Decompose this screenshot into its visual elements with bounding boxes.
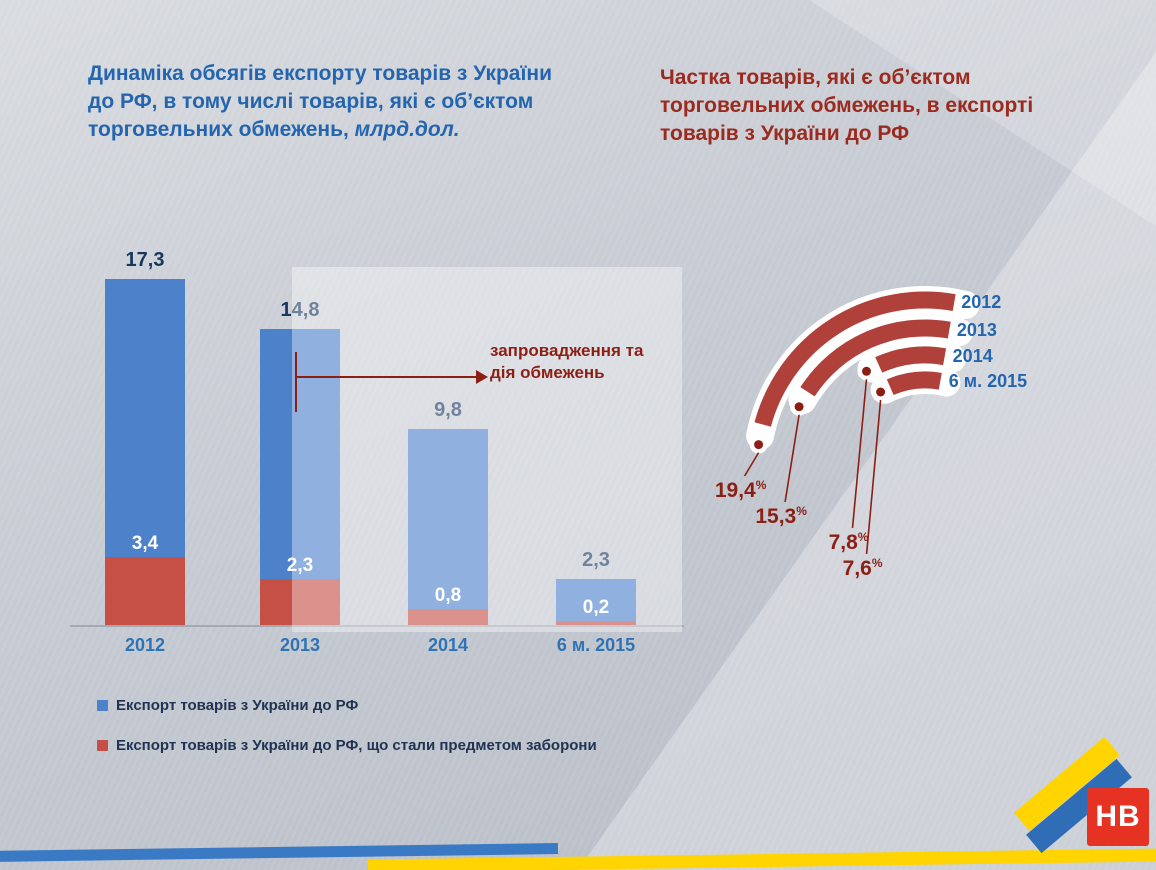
arc-segment-6 м. 2015 <box>886 371 942 396</box>
leader-line-2012 <box>743 452 760 477</box>
legend-item-exports: Експорт товарів з України до РФ <box>97 697 597 714</box>
percent-label-2014: 7,8% <box>794 530 904 555</box>
axis-label-2014: 2014 <box>427 635 469 655</box>
nv-logo: НВ <box>1087 788 1149 846</box>
legend-label-exports: Експорт товарів з України до РФ <box>116 697 359 714</box>
leader-line-2013 <box>784 414 800 503</box>
percent-label-2013: 15,3% <box>726 504 836 529</box>
arc-dot-6 м. 2015 <box>876 387 886 397</box>
legend: Експорт товарів з України до РФ Експорт … <box>97 697 597 777</box>
percent-label-2012: 19,4% <box>686 478 796 503</box>
value-label-total-2013: 14,8 <box>280 299 320 321</box>
bar-chart: запровадження та дія обмежень 17,3 3,4 201… <box>70 240 686 660</box>
percent-value: 19,4 <box>714 479 756 502</box>
legend-swatch-red <box>97 740 108 751</box>
bar-total-2013 <box>260 329 340 625</box>
leader-line-2014 <box>851 379 868 529</box>
value-label-total-6 м. 2015: 2,3 <box>582 549 610 571</box>
axis-label-2013: 2013 <box>279 635 321 655</box>
arc-chart-svg <box>743 286 980 555</box>
value-label-banned-2014: 0,8 <box>434 585 462 606</box>
left-chart-title: Динаміка обсягів експорту товарів з Укра… <box>88 60 566 144</box>
percent-sign: % <box>871 556 883 570</box>
legend-swatch-blue <box>97 700 108 711</box>
arc-dot-2013 <box>794 402 804 412</box>
restriction-period-highlight <box>292 267 682 632</box>
arc-year-label-2013: 2013 <box>956 319 997 340</box>
bar-banned-2012 <box>105 557 185 625</box>
right-chart-title: Частка товарів, які є об’єктом торговель… <box>660 66 1034 145</box>
axis-label-6 м. 2015: 6 м. 2015 <box>556 635 636 655</box>
percent-sign: % <box>755 478 767 492</box>
annotation-arrow-head-icon <box>476 370 488 384</box>
bar-banned-2014 <box>408 609 488 625</box>
axis-label-2012: 2012 <box>124 635 166 655</box>
restriction-start-tick <box>295 352 297 412</box>
arc-dot-2014 <box>862 366 871 376</box>
legend-item-banned: Експорт товарів з України до РФ, що стал… <box>97 737 597 754</box>
bar-total-6 м. 2015 <box>556 579 636 625</box>
percent-sign: % <box>857 530 869 544</box>
percent-value: 7,8 <box>828 531 858 554</box>
arc-segment-2012 <box>754 291 956 427</box>
percent-value: 7,6 <box>842 557 872 580</box>
x-axis-line <box>70 625 684 627</box>
value-label-total-2012: 17,3 <box>125 249 165 271</box>
left-chart-title-unit: млрд.дол. <box>354 117 460 141</box>
percent-sign: % <box>796 504 807 518</box>
bar-total-2014 <box>408 429 488 625</box>
value-label-banned-6 м. 2015: 0,2 <box>582 597 610 618</box>
bar-banned-2013 <box>260 579 340 625</box>
annotation-text: запровадження та дія обмежень <box>490 341 644 383</box>
arc-year-label-6 м. 2015: 6 м. 2015 <box>948 371 1028 392</box>
percent-label-6 м. 2015: 7,6% <box>808 556 918 581</box>
left-chart-title-text: Динаміка обсягів експорту товарів з Укра… <box>88 62 552 141</box>
arc-chart: 19,4% 2012 15,3% 2013 7,8% 2014 7,6% 6 м. 2015 <box>690 250 1156 600</box>
value-label-total-2014: 9,8 <box>434 399 462 421</box>
arc-segment-2014 <box>875 346 947 373</box>
value-label-banned-2012: 3,4 <box>131 533 159 554</box>
legend-label-banned: Експорт товарів з України до РФ, що стал… <box>116 737 597 754</box>
nv-logo-text: НВ <box>1095 800 1141 833</box>
percent-value: 15,3 <box>755 505 797 528</box>
leader-line-6 м. 2015 <box>865 399 882 555</box>
arc-dot-2012 <box>754 440 764 450</box>
value-label-banned-2013: 2,3 <box>286 555 314 576</box>
bar-banned-6 м. 2015 <box>556 621 636 625</box>
annotation-arrow-line <box>296 376 476 378</box>
arc-year-label-2012: 2012 <box>961 292 1002 313</box>
arc-year-label-2014: 2014 <box>952 346 993 367</box>
arc-segment-2013 <box>800 319 951 397</box>
